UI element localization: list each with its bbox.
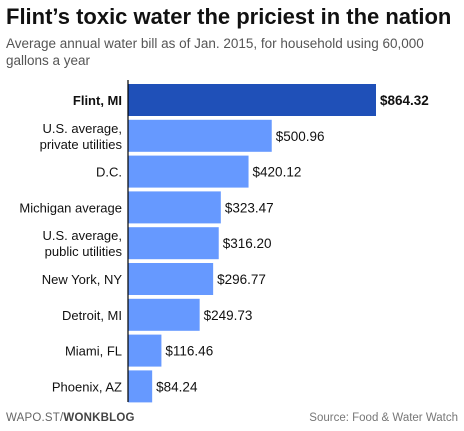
- bar: [128, 155, 249, 188]
- bar: [128, 119, 272, 152]
- category-label: Detroit, MI: [62, 308, 122, 323]
- footer-credit-brand: WONKBLOG: [63, 412, 135, 424]
- category-label: public utilities: [45, 244, 123, 259]
- category-label: Michigan average: [19, 200, 122, 215]
- data-label: $116.46: [165, 344, 213, 359]
- page-title: Flint’s toxic water the priciest in the …: [6, 4, 452, 29]
- footer-credit-prefix: WAPO.ST/: [6, 412, 64, 424]
- bar: [128, 263, 214, 295]
- data-label: $316.20: [223, 236, 272, 251]
- category-label: private utilities: [40, 137, 123, 152]
- bar: [128, 227, 219, 260]
- bar: [128, 370, 153, 403]
- category-label: U.S. average,: [43, 228, 123, 243]
- category-label: Phoenix, AZ: [52, 379, 122, 394]
- footer-source: Source: Food & Water Watch: [309, 412, 458, 424]
- data-label: $864.32: [380, 93, 429, 108]
- data-label: $249.73: [204, 308, 253, 323]
- bar: [128, 84, 376, 116]
- category-label: D.C.: [96, 165, 122, 180]
- footer-credit: WAPO.ST/WONKBLOG: [6, 412, 135, 424]
- category-label: New York, NY: [42, 272, 123, 287]
- category-label: U.S. average,: [43, 121, 123, 136]
- data-label: $323.47: [225, 200, 274, 215]
- data-label: $84.24: [156, 379, 198, 394]
- category-label: Flint, MI: [73, 93, 122, 108]
- data-label: $420.12: [253, 165, 302, 180]
- data-label: $500.96: [276, 129, 325, 144]
- bar: [128, 334, 162, 367]
- bar: [128, 191, 221, 224]
- bar: [128, 298, 200, 331]
- page-subtitle: Average annual water bill as of Jan. 201…: [6, 36, 424, 68]
- data-label: $296.77: [217, 272, 266, 287]
- category-label: Miami, FL: [65, 344, 122, 359]
